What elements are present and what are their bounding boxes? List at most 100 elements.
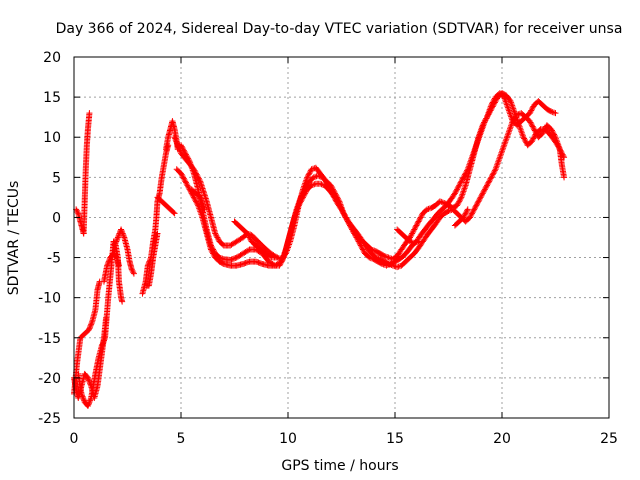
- plus-marker: [409, 229, 416, 236]
- plus-marker: [366, 254, 373, 261]
- plus-marker: [484, 112, 491, 119]
- plus-marker: [246, 234, 253, 241]
- plus-marker: [210, 250, 217, 257]
- plus-marker: [308, 182, 315, 189]
- plus-marker: [520, 134, 527, 141]
- plus-marker: [104, 261, 111, 268]
- plus-marker: [455, 199, 462, 206]
- plus-marker: [297, 199, 304, 206]
- plus-marker: [418, 213, 425, 220]
- plus-marker: [406, 238, 413, 245]
- plus-marker: [394, 264, 401, 271]
- plus-marker: [461, 211, 468, 218]
- series-track-p: [231, 218, 281, 261]
- plus-marker: [455, 183, 462, 190]
- plus-marker: [528, 138, 535, 145]
- plus-marker: [309, 181, 316, 188]
- plus-marker: [305, 171, 312, 178]
- plus-marker: [196, 177, 203, 184]
- plus-marker: [328, 183, 335, 190]
- plus-marker: [299, 195, 306, 202]
- plus-marker: [172, 135, 179, 142]
- plus-marker: [129, 267, 136, 274]
- plus-marker: [100, 337, 107, 344]
- plus-marker: [490, 170, 497, 177]
- plus-marker: [98, 342, 105, 349]
- plus-marker: [214, 234, 221, 241]
- plus-marker: [174, 141, 181, 148]
- plus-marker: [469, 209, 476, 216]
- plus-marker: [191, 195, 198, 202]
- plus-marker: [454, 202, 461, 209]
- plus-marker: [411, 240, 418, 247]
- plus-marker: [194, 201, 201, 208]
- plus-marker: [551, 132, 558, 139]
- plus-marker: [454, 186, 461, 193]
- plus-marker: [490, 102, 497, 109]
- plus-marker: [295, 202, 302, 209]
- y-tick-label: 10: [43, 130, 61, 146]
- plus-marker: [185, 155, 192, 162]
- plus-marker: [458, 178, 465, 185]
- plus-marker: [79, 392, 86, 399]
- plus-marker: [489, 172, 496, 179]
- plus-marker: [387, 261, 394, 268]
- plus-marker: [212, 231, 219, 238]
- plus-marker: [484, 114, 491, 121]
- plus-marker: [521, 135, 528, 142]
- plus-marker: [300, 193, 307, 200]
- plus-marker: [457, 195, 464, 202]
- plus-marker: [130, 270, 137, 277]
- plus-marker: [311, 181, 318, 188]
- plus-marker: [529, 104, 536, 111]
- plus-marker: [474, 201, 481, 208]
- plus-marker: [411, 226, 418, 233]
- plus-marker: [208, 247, 215, 254]
- chart-title: Day 366 of 2024, Sidereal Day-to-day VTE…: [56, 21, 623, 37]
- plus-marker: [410, 227, 417, 234]
- plus-marker: [182, 178, 189, 185]
- plus-marker: [488, 174, 495, 181]
- plus-marker: [459, 177, 466, 184]
- series-track-e: [80, 110, 93, 237]
- series-track-r: [451, 206, 471, 229]
- plus-marker: [466, 214, 473, 221]
- plus-marker: [88, 321, 95, 328]
- plus-marker: [298, 197, 305, 204]
- plus-marker: [112, 241, 119, 248]
- plus-marker: [310, 174, 317, 181]
- plus-marker: [331, 194, 338, 201]
- plus-marker: [193, 199, 200, 206]
- plus-marker: [297, 198, 304, 205]
- plus-marker: [479, 190, 486, 197]
- plus-marker: [304, 174, 311, 181]
- plus-marker: [531, 126, 538, 133]
- y-tick-label: 20: [43, 50, 61, 66]
- x-tick-label: 25: [600, 431, 618, 447]
- plus-marker: [85, 326, 92, 333]
- plus-marker: [178, 171, 185, 178]
- plus-marker: [318, 181, 325, 188]
- x-tick-label: 20: [493, 431, 511, 447]
- plus-marker: [306, 170, 313, 177]
- plus-marker: [329, 191, 336, 198]
- plus-marker: [479, 191, 486, 198]
- plus-marker: [488, 106, 495, 113]
- plus-marker: [389, 262, 396, 269]
- plus-marker: [491, 100, 498, 107]
- plus-marker: [460, 174, 467, 181]
- plus-marker: [485, 179, 492, 186]
- plus-marker: [528, 120, 535, 127]
- plus-marker: [113, 237, 120, 244]
- plus-marker: [549, 128, 556, 135]
- plus-marker: [182, 179, 189, 186]
- plus-marker: [88, 320, 95, 327]
- plus-marker: [185, 156, 192, 163]
- plus-marker: [213, 233, 220, 240]
- plus-marker: [477, 194, 484, 201]
- plus-marker: [471, 206, 478, 213]
- plus-marker: [106, 257, 113, 264]
- plus-marker: [461, 171, 468, 178]
- plus-marker: [190, 193, 197, 200]
